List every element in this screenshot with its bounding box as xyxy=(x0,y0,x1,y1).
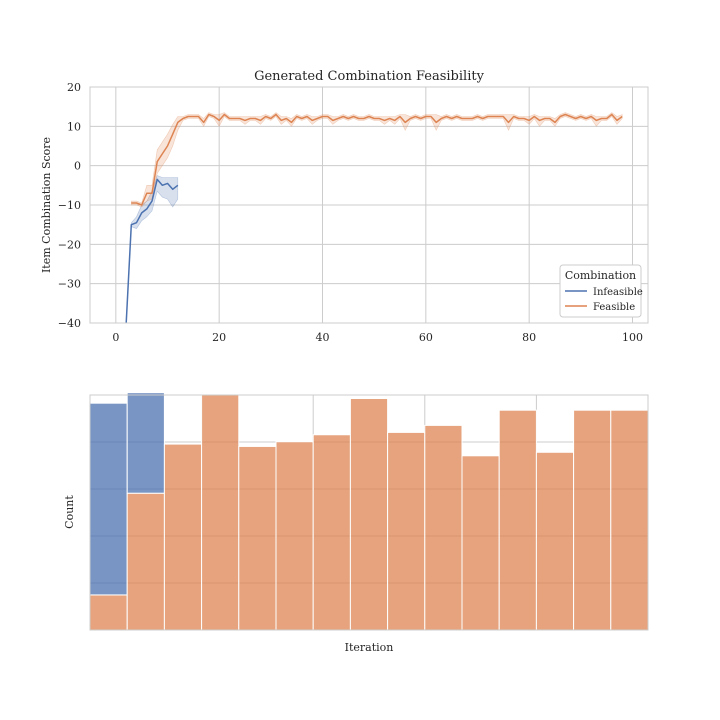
hist-bar-infeasible xyxy=(89,402,128,596)
y-tick-label: 0 xyxy=(74,160,81,173)
legend: Combination Infeasible Feasible xyxy=(559,264,643,318)
line-chart-frame xyxy=(89,86,649,324)
x-tick-labels: 0 20 40 60 80 100 xyxy=(112,331,643,344)
legend-box xyxy=(559,264,642,318)
y-tick-label: 10 xyxy=(67,120,81,133)
confidence-band-infeasible xyxy=(125,175,179,324)
y-tick-label: −10 xyxy=(58,199,81,212)
hist-bar-feasible xyxy=(201,394,240,631)
confidence-band-feasible xyxy=(131,112,623,208)
series-line-infeasible xyxy=(125,178,179,324)
legend-label-feasible: Feasible xyxy=(593,302,635,313)
x-tick-label: 0 xyxy=(112,331,119,344)
hist-bar-feasible xyxy=(610,409,649,631)
hist-bar-feasible xyxy=(424,424,463,631)
hist-bar-feasible xyxy=(312,434,351,631)
hist-bar-feasible xyxy=(238,445,277,631)
legend-title: Combination xyxy=(565,269,636,282)
legend-label-infeasible: Infeasible xyxy=(593,287,643,298)
x-tick-label: 20 xyxy=(212,331,226,344)
y-tick-label: 20 xyxy=(67,81,81,94)
y-tick-label: −20 xyxy=(58,238,81,251)
histogram-bars xyxy=(89,392,649,631)
x-tick-label: 40 xyxy=(316,331,330,344)
hist-bar-feasible xyxy=(163,443,203,631)
hist-bar-feasible xyxy=(461,455,500,631)
y-tick-label: −40 xyxy=(58,317,81,330)
y-axis-label: Item Combination Score xyxy=(40,137,53,273)
chart-title: Generated Combination Feasibility xyxy=(254,69,484,84)
x-tick-label: 80 xyxy=(522,331,536,344)
x-tick-label: 60 xyxy=(419,331,433,344)
y-tick-labels: 20 10 0 −10 −20 −30 −40 xyxy=(58,81,81,330)
hist-bar-feasible xyxy=(387,431,426,631)
histogram-y-axis-label: Count xyxy=(63,495,76,529)
hist-bar-feasible xyxy=(535,451,575,631)
x-tick-label: 100 xyxy=(622,331,643,344)
y-tick-label: −30 xyxy=(58,278,81,291)
series-lines xyxy=(125,113,623,324)
hist-bar-feasible xyxy=(126,492,165,631)
line-chart-grid xyxy=(90,87,648,323)
hist-bar-feasible xyxy=(498,409,537,631)
series-line-feasible xyxy=(131,113,623,206)
confidence-bands xyxy=(125,112,623,324)
histogram-chart: Iteration Count xyxy=(63,392,649,654)
histogram-frame xyxy=(89,394,649,631)
hist-bar-feasible xyxy=(275,441,314,631)
x-axis-label: Iteration xyxy=(345,641,394,654)
hist-bar-feasible xyxy=(89,594,128,631)
hist-bar-feasible xyxy=(349,398,389,631)
hist-bar-infeasible xyxy=(126,392,165,494)
hist-bar-feasible xyxy=(573,409,612,631)
